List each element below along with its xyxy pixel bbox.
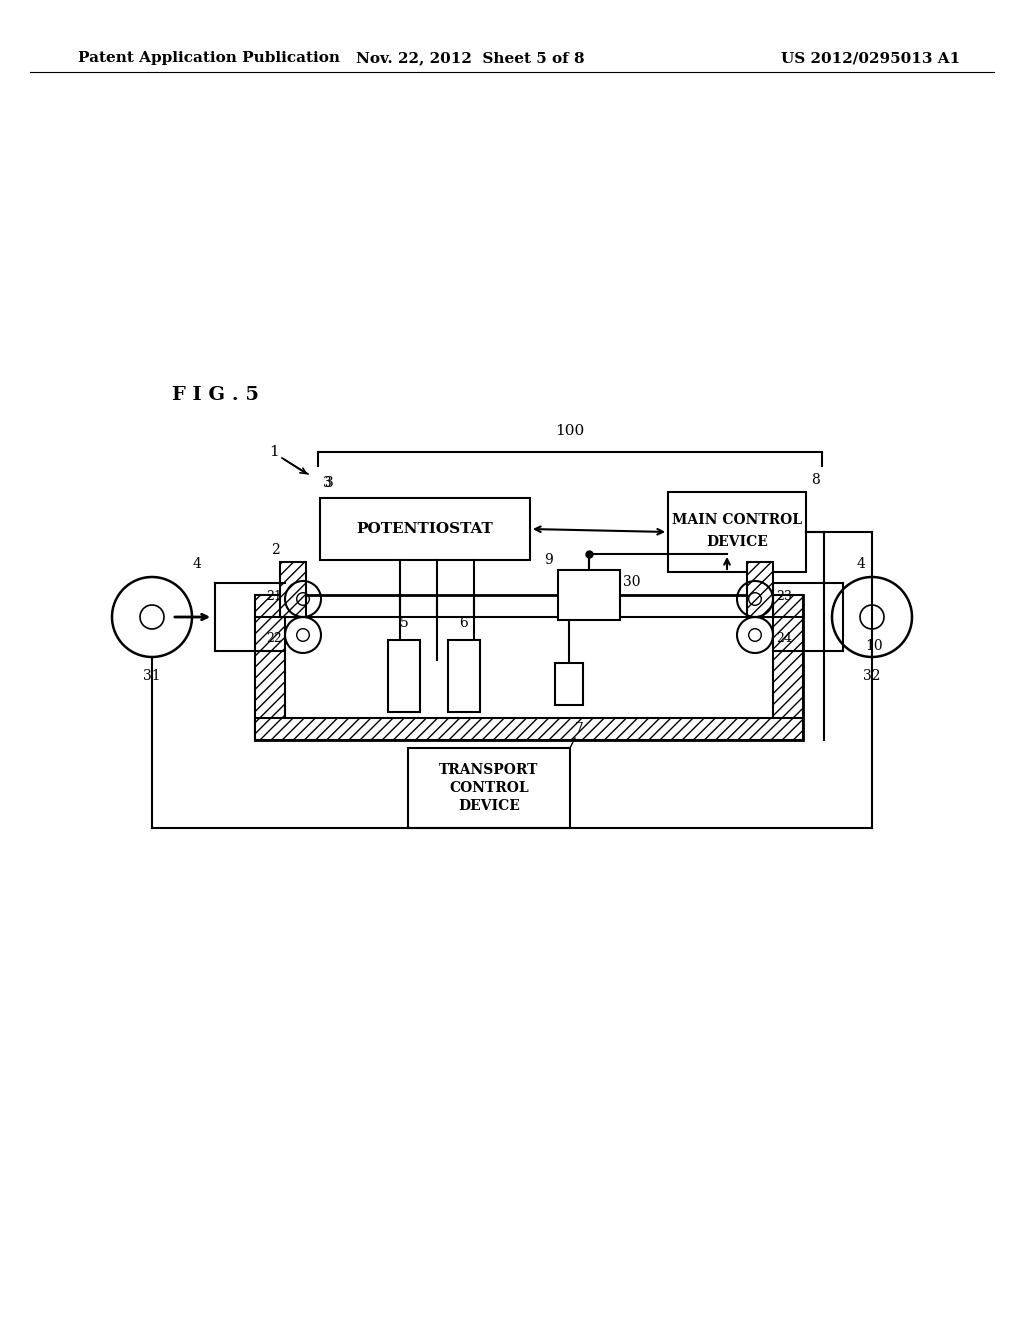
Bar bbox=[280, 562, 306, 616]
Text: MAIN CONTROL: MAIN CONTROL bbox=[672, 513, 802, 527]
Bar bbox=[558, 570, 620, 620]
Text: DEVICE: DEVICE bbox=[458, 799, 520, 813]
Bar bbox=[449, 640, 480, 711]
Text: 4: 4 bbox=[856, 557, 865, 572]
Text: 4: 4 bbox=[193, 557, 202, 572]
Text: 31: 31 bbox=[143, 669, 161, 682]
Bar bbox=[285, 616, 773, 718]
Text: POTENTIOSTAT: POTENTIOSTAT bbox=[356, 521, 494, 536]
Bar bbox=[746, 562, 773, 616]
Text: 22: 22 bbox=[266, 631, 282, 644]
Text: 30: 30 bbox=[623, 576, 640, 589]
Text: 24: 24 bbox=[776, 631, 792, 644]
Text: Patent Application Publication: Patent Application Publication bbox=[78, 51, 340, 65]
Text: 6: 6 bbox=[460, 616, 468, 630]
Text: 21: 21 bbox=[266, 590, 282, 602]
Bar bbox=[255, 595, 285, 741]
Text: 23: 23 bbox=[776, 590, 792, 602]
Text: 32: 32 bbox=[863, 669, 881, 682]
Text: F I G . 5: F I G . 5 bbox=[172, 385, 259, 404]
Text: 9: 9 bbox=[544, 553, 553, 568]
Text: 3: 3 bbox=[323, 477, 332, 490]
Text: 8: 8 bbox=[811, 473, 820, 487]
Bar bbox=[408, 748, 570, 828]
Text: 10: 10 bbox=[865, 639, 883, 653]
Bar bbox=[555, 663, 583, 705]
Bar bbox=[773, 595, 803, 741]
Bar bbox=[668, 492, 806, 572]
Text: 2: 2 bbox=[270, 543, 280, 557]
Text: DEVICE: DEVICE bbox=[707, 535, 768, 549]
Text: Nov. 22, 2012  Sheet 5 of 8: Nov. 22, 2012 Sheet 5 of 8 bbox=[355, 51, 585, 65]
Text: 7: 7 bbox=[575, 722, 584, 737]
Text: US 2012/0295013 A1: US 2012/0295013 A1 bbox=[780, 51, 961, 65]
Text: 5: 5 bbox=[399, 616, 409, 630]
Text: 3: 3 bbox=[325, 477, 334, 490]
Bar bbox=[255, 595, 803, 741]
Bar bbox=[388, 640, 420, 711]
Text: CONTROL: CONTROL bbox=[450, 781, 528, 795]
Bar bbox=[255, 718, 803, 741]
Text: 100: 100 bbox=[555, 424, 585, 438]
Bar bbox=[319, 498, 530, 560]
Text: TRANSPORT: TRANSPORT bbox=[439, 763, 539, 777]
Text: 1: 1 bbox=[269, 445, 279, 459]
